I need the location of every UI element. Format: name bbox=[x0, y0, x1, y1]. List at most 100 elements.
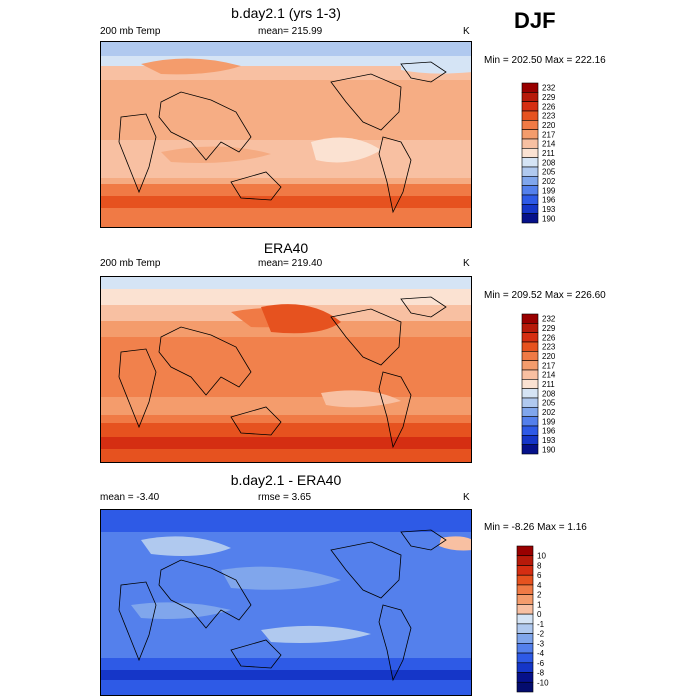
colorbar-swatch bbox=[521, 92, 539, 102]
colorbar-swatch bbox=[521, 166, 539, 177]
colorbar-tick-label: 193 bbox=[542, 205, 556, 214]
southern-warm-band bbox=[101, 184, 471, 196]
colorbar-tick-label: 199 bbox=[542, 186, 556, 195]
colorbar-swatch bbox=[521, 360, 539, 371]
colorbar-tick-label: 205 bbox=[542, 168, 556, 177]
panel3-colorbar: 10 8 6 4 2 1 0 -1 -2 -3 -4 -6 -8 -10 bbox=[516, 545, 576, 695]
colorbar-swatch bbox=[516, 555, 534, 566]
panel1-title: b.day2.1 (yrs 1-3) bbox=[231, 5, 341, 21]
colorbar-tick-label: 229 bbox=[542, 93, 556, 102]
colorbar-tick-label: 205 bbox=[542, 399, 556, 408]
colorbar-swatch bbox=[516, 652, 534, 664]
panel3-coastlines bbox=[118, 529, 447, 682]
arctic-cold-bias bbox=[101, 510, 471, 532]
colorbar-swatch bbox=[521, 120, 539, 130]
colorbar-swatch bbox=[521, 379, 539, 389]
colorbar-swatch bbox=[521, 82, 539, 93]
colorbar-swatch bbox=[516, 623, 534, 634]
colorbar-tick-label: 202 bbox=[542, 177, 556, 186]
colorbar-swatch bbox=[521, 204, 539, 214]
colorbar-swatch bbox=[521, 101, 539, 112]
panel3-center-label: rmse = 3.65 bbox=[258, 492, 312, 503]
colorbar-tick-label: 196 bbox=[542, 196, 556, 205]
panel3-units: K bbox=[463, 492, 470, 503]
colorbar-swatch bbox=[521, 416, 539, 427]
season-label: DJF bbox=[514, 8, 556, 33]
colorbar-tick-label: -2 bbox=[537, 630, 545, 639]
asia-warm-patch bbox=[141, 58, 241, 75]
colorbar-swatch bbox=[521, 323, 539, 333]
panel2-center-label: mean= 219.40 bbox=[258, 258, 323, 269]
colorbar-tick-label: 196 bbox=[542, 427, 556, 436]
arctic-cold-band bbox=[101, 42, 471, 56]
southern-warm-band bbox=[101, 423, 471, 437]
colorbar-tick-label: 226 bbox=[542, 333, 556, 342]
panel2-map bbox=[100, 276, 472, 463]
colorbar-tick-label: 2 bbox=[537, 591, 542, 600]
asia-weak-bias bbox=[141, 536, 231, 556]
panel3-map bbox=[100, 509, 472, 696]
colorbar-tick-label: 8 bbox=[537, 561, 542, 570]
colorbar-swatch bbox=[521, 444, 539, 455]
colorbar-tick-label: 226 bbox=[542, 102, 556, 111]
colorbar-swatch bbox=[516, 565, 534, 576]
colorbar-tick-label: 199 bbox=[542, 417, 556, 426]
colorbar-tick-label: 208 bbox=[542, 158, 556, 167]
colorbar-swatch bbox=[521, 351, 539, 361]
colorbar-tick-label: 4 bbox=[537, 581, 542, 590]
panel1-left-label: 200 mb Temp bbox=[100, 26, 161, 37]
colorbar-tick-label: 223 bbox=[542, 112, 556, 121]
colorbar-tick-label: 217 bbox=[542, 130, 556, 139]
colorbar-tick-label: 0 bbox=[537, 610, 542, 619]
colorbar-tick-label: 220 bbox=[542, 121, 556, 130]
colorbar-swatch bbox=[516, 594, 534, 605]
colorbar-tick-label: -8 bbox=[537, 669, 545, 678]
panel3-title: b.day2.1 - ERA40 bbox=[230, 472, 342, 488]
colorbar-tick-label: 1 bbox=[537, 600, 542, 609]
panel3-minmax: Min = -8.26 Max = 1.16 bbox=[484, 522, 587, 533]
colorbar-swatch bbox=[521, 157, 539, 168]
panel2-title: ERA40 bbox=[263, 240, 309, 256]
panel1-minmax: Min = 202.50 Max = 222.16 bbox=[484, 55, 606, 66]
colorbar-swatch bbox=[521, 313, 539, 324]
colorbar-swatch bbox=[521, 425, 539, 436]
panel1-map bbox=[100, 41, 472, 228]
colorbar-swatch bbox=[521, 213, 539, 224]
panel1-units: K bbox=[463, 26, 470, 37]
colorbar-tick-label: -4 bbox=[537, 649, 545, 658]
colorbar-swatch bbox=[521, 332, 539, 343]
colorbar-tick-label: 214 bbox=[542, 371, 556, 380]
colorbar-swatch bbox=[521, 341, 539, 352]
arctic-cool-band bbox=[101, 277, 471, 289]
southern-cold-bias bbox=[101, 658, 471, 670]
colorbar-swatch bbox=[516, 584, 534, 595]
colorbar-swatch bbox=[516, 662, 534, 673]
colorbar-swatch bbox=[521, 435, 539, 445]
colorbar-tick-label: 232 bbox=[542, 84, 556, 93]
panel2-minmax: Min = 209.52 Max = 226.60 bbox=[484, 290, 606, 301]
colorbar-swatch bbox=[516, 604, 534, 615]
panel2-units: K bbox=[463, 258, 470, 269]
colorbar-tick-label: 223 bbox=[542, 343, 556, 352]
colorbar-swatch bbox=[516, 633, 534, 644]
colorbar-tick-label: 193 bbox=[542, 436, 556, 445]
colorbar-tick-label: 214 bbox=[542, 140, 556, 149]
colorbar-tick-label: 190 bbox=[542, 445, 556, 454]
colorbar-swatch bbox=[521, 138, 539, 149]
colorbar-tick-label: 202 bbox=[542, 408, 556, 417]
colorbar-swatch bbox=[516, 613, 534, 625]
colorbar-swatch bbox=[521, 185, 539, 196]
panel2-temperature-field bbox=[101, 277, 471, 462]
colorbar-tick-label: -6 bbox=[537, 659, 545, 668]
colorbar-swatch bbox=[521, 407, 539, 417]
panel1-center-label: mean= 215.99 bbox=[258, 26, 323, 37]
panel2-left-label: 200 mb Temp bbox=[100, 258, 161, 269]
colorbar-swatch bbox=[521, 388, 539, 399]
panel1-temperature-field bbox=[101, 42, 471, 227]
panel3-difference-field bbox=[101, 510, 471, 695]
colorbar-tick-label: -3 bbox=[537, 639, 545, 648]
colorbar-tick-label: 232 bbox=[542, 315, 556, 324]
colorbar-tick-label: -1 bbox=[537, 620, 545, 629]
colorbar-swatch bbox=[521, 397, 539, 408]
colorbar-swatch bbox=[516, 672, 534, 683]
